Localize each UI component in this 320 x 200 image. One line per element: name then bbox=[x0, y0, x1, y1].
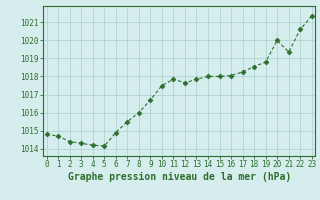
X-axis label: Graphe pression niveau de la mer (hPa): Graphe pression niveau de la mer (hPa) bbox=[68, 172, 291, 182]
